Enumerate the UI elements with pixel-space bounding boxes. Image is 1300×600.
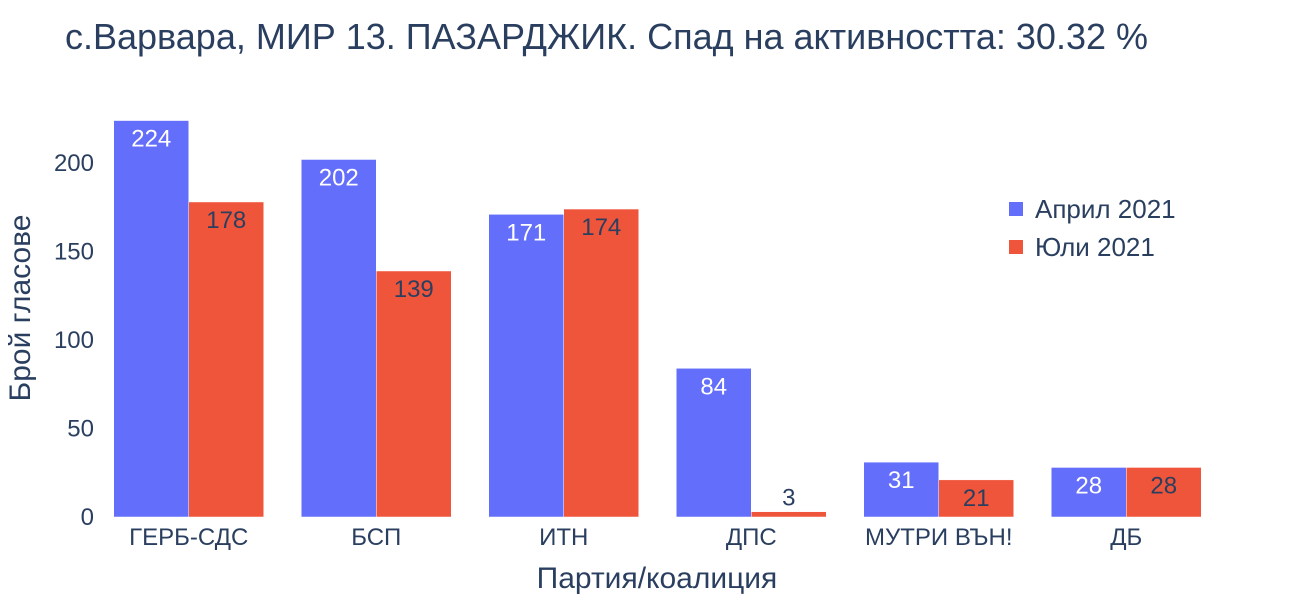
legend-swatch	[1009, 240, 1023, 254]
legend-label: Април 2021	[1035, 194, 1176, 224]
bar	[488, 214, 564, 518]
bar	[301, 159, 377, 518]
y-tick-label: 200	[54, 150, 94, 177]
bar	[113, 120, 189, 518]
x-tick-label: МУТРИ ВЪН!	[865, 524, 1012, 551]
x-axis-title: Партия/коалиция	[537, 562, 778, 595]
bar-value-label: 139	[394, 276, 434, 303]
x-tick-label: БСП	[351, 524, 401, 551]
y-tick-label: 50	[67, 416, 94, 443]
x-tick-label: ИТН	[539, 524, 588, 551]
x-axis-ticks: ГЕРБ-СДС БСП ИТН ДПС МУТРИ ВЪН! ДБ	[129, 524, 1142, 551]
bar-value-label: 28	[1075, 472, 1102, 499]
bar	[188, 201, 264, 518]
legend-swatch	[1009, 202, 1023, 216]
x-tick-label: ДБ	[1110, 524, 1142, 551]
y-axis-title: Брой гласове	[4, 215, 37, 402]
bar	[676, 368, 752, 518]
legend: Април 2021 Юли 2021	[1009, 194, 1176, 262]
bar	[376, 270, 452, 518]
y-tick-label: 150	[54, 239, 94, 266]
bar-value-label: 21	[963, 485, 990, 512]
x-tick-label: ДПС	[726, 524, 777, 551]
bar-value-label: 202	[319, 164, 359, 191]
chart-title: с.Варвара, МИР 13. ПАЗАРДЖИК. Спад на ак…	[65, 16, 1149, 57]
bar	[1051, 467, 1127, 518]
bar-value-label: 178	[206, 207, 246, 234]
y-axis-ticks: 0 50 100 150 200	[54, 150, 94, 531]
bar	[863, 461, 939, 518]
bar-value-label: 171	[506, 219, 546, 246]
bar	[938, 479, 1014, 518]
y-tick-label: 0	[81, 504, 94, 531]
bar-value-label: 224	[131, 126, 171, 153]
bar-value-label: 28	[1150, 472, 1177, 499]
bars: 224 178 202 139 171 174 84 3 31 21 28 28	[113, 120, 1202, 518]
x-tick-label: ГЕРБ-СДС	[129, 524, 248, 551]
legend-label: Юли 2021	[1035, 232, 1155, 262]
y-tick-label: 100	[54, 327, 94, 354]
bar-value-label: 31	[888, 467, 915, 494]
bar	[563, 208, 639, 518]
bar	[1126, 467, 1202, 518]
bar	[751, 511, 827, 518]
bar-value-label: 3	[782, 485, 795, 512]
bar-value-label: 84	[700, 373, 727, 400]
bar-value-label: 174	[581, 214, 621, 241]
